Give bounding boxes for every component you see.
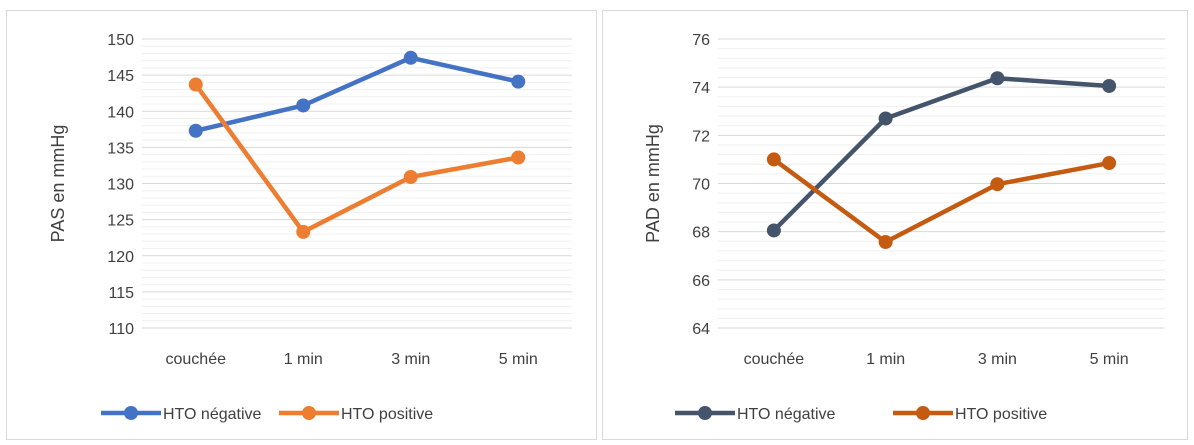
legend-marker xyxy=(916,406,930,420)
series-line xyxy=(771,76,1112,233)
y-tick-label: 72 xyxy=(692,128,710,145)
data-point xyxy=(296,98,311,113)
data-point xyxy=(188,77,203,92)
series-line xyxy=(193,82,521,235)
series-line xyxy=(771,157,1112,245)
y-tick-label: 110 xyxy=(108,321,134,338)
legend-marker xyxy=(302,406,316,420)
chart-pas: 110 115 120 125 130 135 140 145 150 couchée 1 min 3… xyxy=(48,32,572,423)
y-tick-label: 66 xyxy=(692,273,710,290)
legend-label: HTO négative xyxy=(737,406,836,423)
legend-label: HTO positive xyxy=(955,406,1047,423)
y-tick-label: 68 xyxy=(692,225,710,242)
y-tick-label: 140 xyxy=(107,104,134,121)
x-tick-label: 5 min xyxy=(499,351,538,368)
data-point xyxy=(188,123,203,138)
x-tick-label: couchée xyxy=(166,351,227,368)
y-tick-label: 70 xyxy=(692,177,710,194)
x-tick-label: couchée xyxy=(744,351,805,368)
data-point xyxy=(403,50,418,65)
series-line xyxy=(193,55,521,134)
legend-label: HTO positive xyxy=(341,406,433,423)
data-point xyxy=(878,235,893,250)
data-point xyxy=(766,152,781,167)
data-point xyxy=(878,111,893,126)
y-tick-label: 76 xyxy=(692,32,710,49)
data-point xyxy=(403,169,418,184)
data-point xyxy=(990,71,1005,86)
y-tick-label: 125 xyxy=(107,213,134,230)
data-point xyxy=(766,223,781,238)
x-tick-label: 3 min xyxy=(978,351,1017,368)
y-tick-label: 130 xyxy=(107,177,134,194)
x-tick-label: 3 min xyxy=(391,351,430,368)
y-tick-label: 74 xyxy=(692,80,710,97)
y-axis-label: PAS en mmHg xyxy=(48,125,68,243)
y-tick-label: 150 xyxy=(107,32,134,49)
chart-pad: 64 66 68 70 72 74 76 couchée 1 min 3 min 5 min PAD … xyxy=(643,32,1165,423)
y-axis-label: PAD en mmHg xyxy=(643,124,663,243)
x-tick-label: 1 min xyxy=(284,351,323,368)
y-tick-label: 64 xyxy=(692,321,710,338)
data-point xyxy=(1102,156,1117,171)
x-tick-label: 1 min xyxy=(866,351,905,368)
y-tick-label: 120 xyxy=(107,249,134,266)
data-point xyxy=(1102,78,1117,93)
legend-marker xyxy=(698,406,712,420)
y-tick-label: 115 xyxy=(108,285,134,302)
y-tick-label: 145 xyxy=(107,68,134,85)
chart-panel-pad: 64 66 68 70 72 74 76 couchée 1 min 3 min 5 min PAD … xyxy=(602,10,1188,440)
data-point xyxy=(511,150,526,165)
data-point xyxy=(296,224,311,239)
legend-marker xyxy=(124,406,138,420)
x-tick-label: 5 min xyxy=(1090,351,1129,368)
data-point xyxy=(990,177,1005,192)
data-point xyxy=(511,74,526,89)
y-tick-label: 135 xyxy=(107,140,134,157)
chart-panel-pas: 110 115 120 125 130 135 140 145 150 couchée 1 min 3… xyxy=(6,10,597,440)
legend-label: HTO négative xyxy=(163,406,262,423)
